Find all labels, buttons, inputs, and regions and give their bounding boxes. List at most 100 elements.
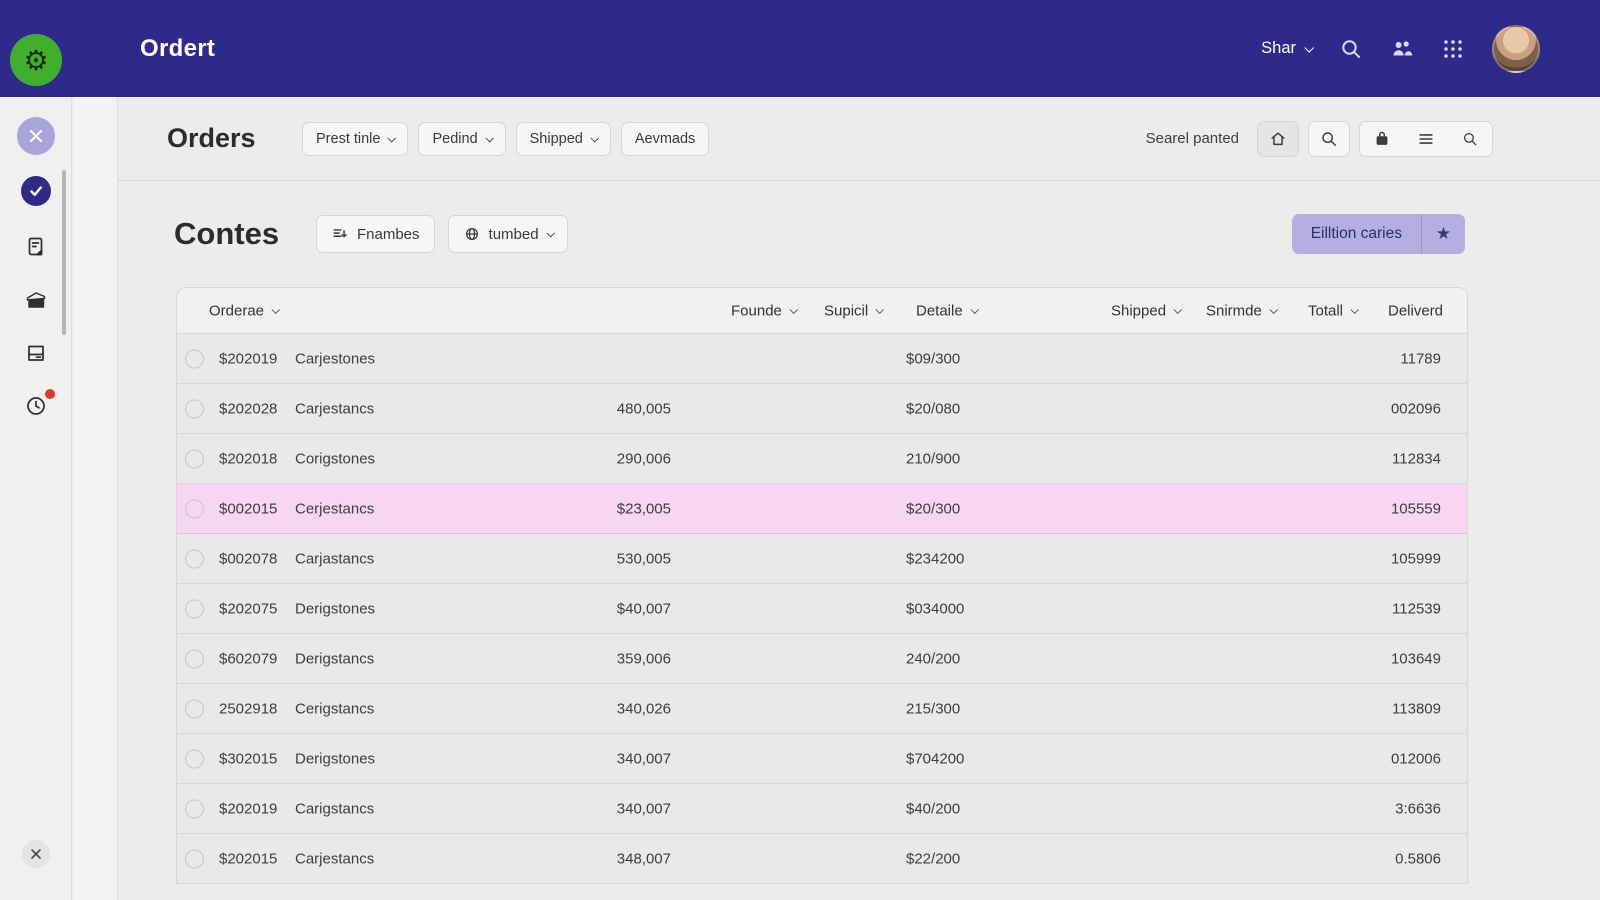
column-header-shipped[interactable]: Shipped xyxy=(1111,302,1183,319)
column-header-deliverd[interactable]: Deliverd xyxy=(1388,302,1444,319)
table-row[interactable]: $202019 Carjestones $09/300 11789 xyxy=(177,334,1467,384)
sidebar-item-archive[interactable] xyxy=(24,341,48,365)
filter-button-prest-tinle[interactable]: Prest tinle xyxy=(302,121,409,156)
view-switcher xyxy=(1359,120,1493,157)
row-select-radio[interactable] xyxy=(185,349,204,368)
deliverd-cell: 002096 xyxy=(1390,400,1441,417)
founde-cell: 340,007 xyxy=(616,800,671,817)
table-body: $202019 Carjestones $09/300 11789 $20202… xyxy=(177,334,1467,884)
filter-button-aevmads[interactable]: Aevmads xyxy=(620,121,710,156)
close-icon xyxy=(30,849,41,859)
check-icon xyxy=(29,186,42,196)
order-id-cell: $202075 xyxy=(219,600,278,617)
filter-button-pedind[interactable]: Pedind xyxy=(418,121,506,156)
row-select-radio[interactable] xyxy=(185,549,204,568)
column-header-snirmde[interactable]: Snirmde xyxy=(1206,302,1278,319)
column-header-orderae[interactable]: Orderae xyxy=(209,302,280,319)
scope-button[interactable]: tumbed xyxy=(447,215,568,253)
deliverd-cell: 012006 xyxy=(1390,750,1441,767)
user-avatar[interactable] xyxy=(1492,24,1540,73)
sidebar xyxy=(0,97,72,900)
founde-cell: 480,005 xyxy=(616,400,671,417)
app-logo-gear-icon[interactable]: ⚙ xyxy=(10,34,62,86)
table-row[interactable]: $202019 Carigstancs 340,007 $40/200 3:66… xyxy=(177,784,1467,834)
page-title: Orders xyxy=(167,123,256,153)
founde-cell: 340,007 xyxy=(616,750,671,767)
chevron-down-icon xyxy=(875,305,885,315)
table-row[interactable]: $202028 Carjestancs 480,005 $20/080 0020… xyxy=(177,384,1467,434)
detaile-cell: $20/080 xyxy=(906,400,961,417)
table-row[interactable]: 2502918 Cerigstancs 340,026 215/300 1138… xyxy=(177,684,1467,734)
customer-cell: Derigstones xyxy=(295,600,376,617)
chevron-down-icon xyxy=(387,133,397,143)
column-header-founde[interactable]: Founde xyxy=(731,302,798,319)
customer-cell: Carjastancs xyxy=(295,550,375,567)
row-select-radio[interactable] xyxy=(185,399,204,418)
home-button[interactable] xyxy=(1257,120,1299,157)
action-button-label: Eilltion caries xyxy=(1310,225,1402,242)
row-select-radio[interactable] xyxy=(185,749,204,768)
row-select-radio[interactable] xyxy=(185,599,204,618)
deliverd-cell: 112834 xyxy=(1392,450,1441,467)
column-header-supicil[interactable]: Supicil xyxy=(824,302,885,319)
detaile-cell: $20/300 xyxy=(906,500,961,517)
sidebar-collapse-button[interactable] xyxy=(21,840,50,868)
row-select-radio[interactable] xyxy=(185,649,204,668)
row-select-radio[interactable] xyxy=(185,799,204,818)
filter-button-shipped[interactable]: Shipped xyxy=(515,121,611,156)
user-menu[interactable]: Shar xyxy=(1261,39,1315,58)
table-row[interactable]: $302015 Derigstones 340,007 $704200 0120… xyxy=(177,734,1467,784)
founde-cell: 340,026 xyxy=(616,700,671,717)
sidebar-item-documents[interactable] xyxy=(24,235,48,259)
edition-caries-button[interactable]: Eilltion caries ★ xyxy=(1291,214,1465,254)
detaile-cell: 240/200 xyxy=(906,650,961,667)
order-id-cell: $602079 xyxy=(219,650,278,667)
detaile-cell: 215/300 xyxy=(906,700,961,717)
grid-icon[interactable] xyxy=(1441,37,1465,61)
founde-cell: $23,005 xyxy=(616,500,671,517)
order-id-cell: 2502918 xyxy=(219,700,278,717)
founde-cell: 348,007 xyxy=(616,850,671,867)
sidebar-item-history[interactable] xyxy=(24,389,55,418)
row-select-radio[interactable] xyxy=(185,699,204,718)
detaile-cell: $40/200 xyxy=(906,800,961,817)
row-select-radio[interactable] xyxy=(185,449,204,468)
table-row[interactable]: $602079 Derigstancs 359,006 240/200 1036… xyxy=(177,634,1467,684)
magnifier-icon xyxy=(1463,132,1477,145)
magnify-view-button[interactable] xyxy=(1448,122,1492,156)
deliverd-cell: 112539 xyxy=(1392,600,1441,617)
sort-button[interactable]: Fnambes xyxy=(316,215,435,253)
column-header-totall[interactable]: Totall xyxy=(1308,302,1359,319)
list-view-button[interactable] xyxy=(1404,122,1448,156)
table-row[interactable]: $002015 Cerjestancs $23,005 $20/300 1055… xyxy=(177,484,1467,534)
row-select-radio[interactable] xyxy=(185,849,204,868)
order-id-cell: $202015 xyxy=(219,850,278,867)
search-button[interactable] xyxy=(1308,120,1350,157)
column-header-detaile[interactable]: Detaile xyxy=(916,302,979,319)
customer-cell: Carigstancs xyxy=(295,800,375,817)
table-row[interactable]: $202015 Carjestancs 348,007 $22/200 0.58… xyxy=(177,834,1467,884)
sidebar-item-orders-active[interactable] xyxy=(20,176,51,206)
table-row[interactable]: $002078 Carjastancs 530,005 $234200 1059… xyxy=(177,534,1467,584)
sidebar-close-button[interactable] xyxy=(16,117,55,155)
founde-cell: 290,006 xyxy=(616,450,671,467)
chevron-down-icon xyxy=(590,133,599,143)
shop-icon xyxy=(26,292,45,308)
star-icon[interactable]: ★ xyxy=(1421,214,1465,254)
globe-icon xyxy=(465,227,478,241)
table-row[interactable]: $202075 Derigstones $40,007 $034000 1125… xyxy=(177,584,1467,634)
sidebar-scrollbar[interactable] xyxy=(62,170,66,335)
table-row[interactable]: $202018 Corigstones 290,006 210/900 1128… xyxy=(177,434,1467,484)
customer-cell: Carjestones xyxy=(295,350,376,367)
search-icon xyxy=(1322,131,1337,146)
users-icon[interactable] xyxy=(1390,37,1414,61)
customer-cell: Carjestancs xyxy=(295,400,375,417)
customer-cell: Cerigstancs xyxy=(295,700,375,717)
search-icon[interactable] xyxy=(1339,37,1363,61)
deliverd-cell: 113809 xyxy=(1392,700,1441,717)
section-header: Contes Fnambes tumbed Eilltion caries ★ xyxy=(118,181,1600,287)
row-select-radio[interactable] xyxy=(185,499,204,518)
founde-cell: 530,005 xyxy=(616,550,671,567)
bag-view-button[interactable] xyxy=(1360,122,1404,156)
sidebar-item-shop[interactable] xyxy=(24,288,48,312)
